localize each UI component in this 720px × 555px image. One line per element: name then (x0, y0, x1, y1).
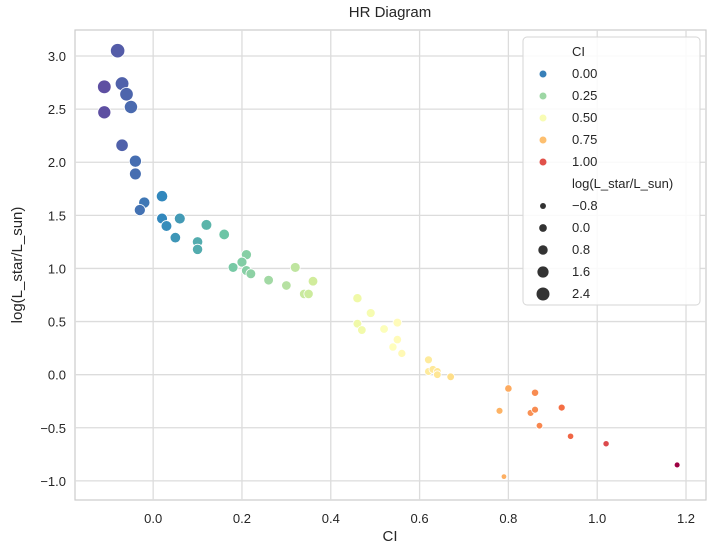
data-point (263, 274, 274, 286)
tick-labels: 0.0 0.2 0.4 0.6 0.8 1.0 1.23.02.52.01.51.00.50… (40, 49, 695, 526)
data-point (530, 388, 540, 397)
legend-hue-marker (539, 70, 547, 78)
x-tick-label: 0.0 (144, 511, 162, 526)
data-point (236, 256, 248, 268)
data-point (200, 219, 213, 231)
legend-size-marker (537, 266, 549, 278)
data-point (357, 325, 367, 335)
x-tick-label: 1.0 (588, 511, 606, 526)
data-point (303, 288, 314, 300)
data-point (173, 212, 186, 225)
data-point (392, 335, 402, 345)
y-axis-label: log(L_star/L_sun) (9, 207, 26, 324)
y-tick-label: 1.5 (48, 208, 66, 223)
data-point (227, 262, 239, 273)
data-points (97, 43, 681, 480)
y-tick-label: 2.0 (48, 155, 66, 170)
data-point (155, 190, 169, 203)
legend-size-label: 2.4 (572, 286, 590, 301)
data-point (129, 167, 142, 181)
legend-size-label: −0.8 (572, 198, 598, 213)
x-tick-label: 0.6 (411, 511, 429, 526)
legend-size-label: 0.0 (572, 220, 590, 235)
y-tick-label: −0.5 (40, 421, 66, 436)
legend-size-label: 0.8 (572, 242, 590, 257)
data-point (397, 348, 407, 358)
legend-hue-title: CI (572, 44, 585, 59)
data-point (97, 105, 112, 120)
data-point (192, 243, 204, 255)
legend-hue-marker (539, 92, 547, 100)
data-point (557, 403, 566, 412)
y-tick-label: 0.5 (48, 315, 66, 330)
legend-hue-label: 0.50 (572, 110, 597, 125)
legend-hue-marker (539, 136, 547, 144)
data-point (500, 473, 508, 480)
chart-title: HR Diagram (349, 4, 432, 21)
data-point (446, 372, 455, 382)
data-point (289, 262, 301, 273)
data-point (119, 87, 134, 102)
x-tick-label: 0.4 (322, 511, 340, 526)
data-point (133, 204, 146, 216)
data-point (352, 318, 363, 329)
data-point (169, 231, 182, 244)
data-point (115, 138, 129, 152)
y-tick-label: 1.0 (48, 261, 66, 276)
legend-hue-label: 0.00 (572, 66, 597, 81)
data-point (392, 317, 403, 328)
data-point (160, 220, 173, 232)
x-tick-label: 0.8 (499, 511, 517, 526)
data-point (388, 342, 398, 352)
legend-size-title: log(L_star/L_sun) (572, 176, 673, 191)
legend-size-marker (540, 203, 546, 209)
data-point (535, 421, 544, 430)
data-point (245, 268, 257, 280)
legend-size-marker (536, 287, 550, 301)
y-tick-label: 2.5 (48, 102, 66, 117)
legend-hue-label: 1.00 (572, 154, 597, 169)
x-tick-label: 0.2 (233, 511, 251, 526)
legend-hue-marker (539, 158, 547, 166)
legend-box (522, 36, 701, 306)
data-point (218, 228, 230, 241)
y-tick-label: 0.0 (48, 368, 66, 383)
data-point (531, 405, 539, 414)
legend-size-marker (539, 224, 547, 232)
y-tick-label: 3.0 (48, 49, 66, 64)
y-tick-label: −1.0 (40, 474, 66, 489)
data-point (424, 355, 433, 365)
data-point (123, 99, 138, 115)
data-point (281, 280, 292, 291)
data-point (110, 43, 126, 59)
legend-hue-marker (539, 114, 547, 122)
x-axis-label: CI (383, 528, 398, 545)
data-point (307, 275, 319, 287)
legend-size-marker (538, 245, 548, 255)
data-point (602, 440, 610, 448)
data-point (365, 308, 376, 318)
data-point (379, 324, 389, 334)
data-point (352, 293, 363, 304)
data-point (495, 406, 504, 415)
data-point (128, 154, 142, 168)
legend-hue-label: 0.75 (572, 132, 597, 147)
data-point (433, 370, 442, 379)
legend-size-label: 1.6 (572, 264, 590, 279)
legend: CI 0.00 0.25 0.50 0.75 1.00 log(L_star/L_sun) −… (522, 36, 701, 306)
data-point (566, 432, 575, 440)
data-point (97, 79, 112, 95)
legend-hue-label: 0.25 (572, 88, 597, 103)
data-point (673, 461, 681, 469)
data-point (504, 384, 513, 393)
gridlines (75, 30, 706, 500)
x-tick-label: 1.2 (677, 511, 695, 526)
